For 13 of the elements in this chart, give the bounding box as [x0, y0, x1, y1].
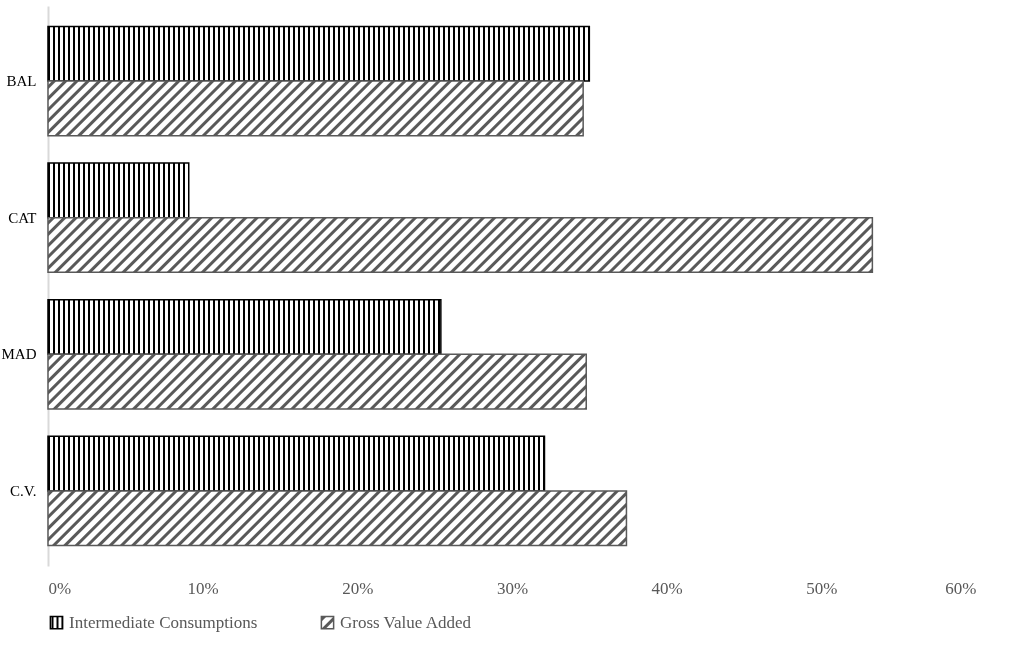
y-tick-label: BAL: [6, 73, 37, 90]
x-tick-label: 40%: [651, 578, 683, 598]
x-tick-label: 0%: [48, 578, 72, 598]
legend-label: Intermediate Consumptions: [69, 612, 258, 632]
y-tick-label: C.V.: [10, 482, 37, 499]
x-tick-label: 60%: [945, 578, 977, 598]
y-tick-label: CAT: [8, 209, 37, 226]
legend-label: Gross Value Added: [340, 612, 472, 632]
x-tick-label: 50%: [806, 578, 838, 598]
x-tick-label: 20%: [342, 578, 374, 598]
y-tick-label: MAD: [1, 346, 37, 363]
x-tick-label: 30%: [496, 578, 529, 598]
x-tick-label: 10%: [187, 578, 219, 598]
